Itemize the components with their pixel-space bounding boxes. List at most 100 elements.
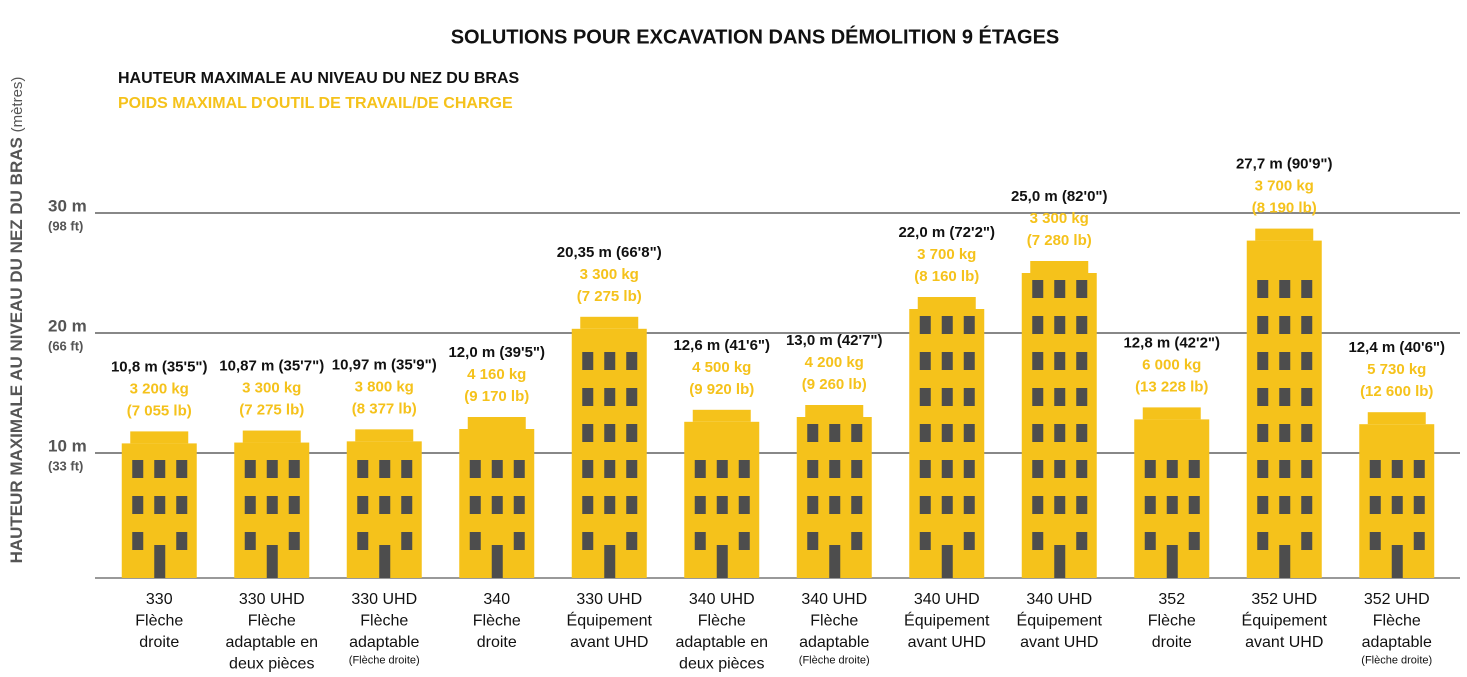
window xyxy=(1257,532,1268,550)
data-label: 4 500 kg xyxy=(692,359,751,376)
window xyxy=(1032,388,1043,406)
window xyxy=(470,460,481,478)
door xyxy=(492,545,503,578)
window xyxy=(1279,496,1290,514)
door xyxy=(604,545,615,578)
window xyxy=(1167,496,1178,514)
window xyxy=(626,352,637,370)
door xyxy=(154,545,165,578)
data-label: 25,0 m (82'0") xyxy=(1011,188,1108,205)
window xyxy=(1301,532,1312,550)
x-tick-label: Flèche xyxy=(810,613,858,630)
window xyxy=(1279,280,1290,298)
building-roof xyxy=(1368,412,1426,424)
window xyxy=(1301,460,1312,478)
data-label: 12,6 m (41'6") xyxy=(673,337,770,354)
building xyxy=(684,410,759,578)
window xyxy=(1392,496,1403,514)
data-label: 3 200 kg xyxy=(130,380,189,397)
data-label: (7 280 lb) xyxy=(1027,232,1092,249)
data-label: (8 377 lb) xyxy=(352,400,417,417)
x-tick-label: 340 UHD xyxy=(689,591,755,608)
window xyxy=(1257,316,1268,334)
door xyxy=(829,545,840,578)
x-tick-label: 330 UHD xyxy=(351,591,417,608)
window xyxy=(245,460,256,478)
data-label: 20,35 m (66'8") xyxy=(557,244,662,261)
window xyxy=(401,460,412,478)
window xyxy=(1054,316,1065,334)
data-label: 3 800 kg xyxy=(355,378,414,395)
x-tick-label: avant UHD xyxy=(1245,634,1323,651)
window xyxy=(1032,280,1043,298)
window xyxy=(1257,352,1268,370)
window xyxy=(1301,280,1312,298)
window xyxy=(920,352,931,370)
window xyxy=(514,460,525,478)
window xyxy=(582,532,593,550)
window xyxy=(245,496,256,514)
window xyxy=(1414,460,1425,478)
window xyxy=(582,460,593,478)
data-label: 3 300 kg xyxy=(1030,210,1089,227)
y-tick-sublabel: (66 ft) xyxy=(48,338,83,353)
x-tick-label: avant UHD xyxy=(1020,634,1098,651)
window xyxy=(1032,316,1043,334)
window xyxy=(626,388,637,406)
window xyxy=(920,496,931,514)
window xyxy=(132,460,143,478)
x-tick-label: droite xyxy=(1152,634,1192,651)
data-label: (13 228 lb) xyxy=(1135,378,1208,395)
y-axis-label: HAUTEUR MAXIMALE AU NIVEAU DU NEZ DU BRA… xyxy=(7,77,26,564)
x-tick-label: Flèche xyxy=(698,613,746,630)
legend-entry: HAUTEUR MAXIMALE AU NIVEAU DU NEZ DU BRA… xyxy=(118,70,520,87)
window xyxy=(1032,352,1043,370)
door xyxy=(1167,545,1178,578)
window xyxy=(1076,424,1087,442)
x-tick-label: 340 xyxy=(483,591,510,608)
page: SOLUTIONS POUR EXCAVATION DANS DÉMOLITIO… xyxy=(0,0,1467,677)
y-tick-sublabel: (98 ft) xyxy=(48,218,83,233)
window xyxy=(604,352,615,370)
data-label: (9 260 lb) xyxy=(802,376,867,393)
window xyxy=(289,496,300,514)
window xyxy=(176,496,187,514)
building-roof xyxy=(355,429,413,441)
window xyxy=(942,388,953,406)
window xyxy=(470,496,481,514)
data-label: 3 300 kg xyxy=(580,266,639,283)
building-roof xyxy=(580,317,638,329)
x-tick-label: adaptable en xyxy=(675,634,768,651)
window xyxy=(401,496,412,514)
door xyxy=(942,545,953,578)
window xyxy=(1279,316,1290,334)
x-tick-label: avant UHD xyxy=(908,634,986,651)
x-tick-label: 340 UHD xyxy=(1026,591,1092,608)
data-label: 12,4 m (40'6") xyxy=(1348,339,1445,356)
data-label: (12 600 lb) xyxy=(1360,383,1433,400)
window xyxy=(1076,532,1087,550)
data-label: 3 700 kg xyxy=(1255,178,1314,195)
window xyxy=(1279,424,1290,442)
data-label: 10,8 m (35'5") xyxy=(111,358,208,375)
building xyxy=(1022,261,1097,578)
door xyxy=(1392,545,1403,578)
window xyxy=(379,460,390,478)
window xyxy=(717,460,728,478)
window xyxy=(1301,388,1312,406)
window xyxy=(1189,496,1200,514)
window xyxy=(357,460,368,478)
x-tick-label: Flèche xyxy=(135,613,183,630)
data-label: (9 920 lb) xyxy=(689,381,754,398)
door xyxy=(379,545,390,578)
building-roof xyxy=(243,431,301,443)
building xyxy=(347,429,422,578)
window xyxy=(1054,280,1065,298)
data-label: 6 000 kg xyxy=(1142,356,1201,373)
y-tick-label: 30 m xyxy=(48,196,87,215)
building-roof xyxy=(1030,261,1088,273)
window xyxy=(1054,424,1065,442)
data-label: (7 055 lb) xyxy=(127,402,192,419)
chart-title: SOLUTIONS POUR EXCAVATION DANS DÉMOLITIO… xyxy=(451,25,1060,48)
window xyxy=(626,460,637,478)
